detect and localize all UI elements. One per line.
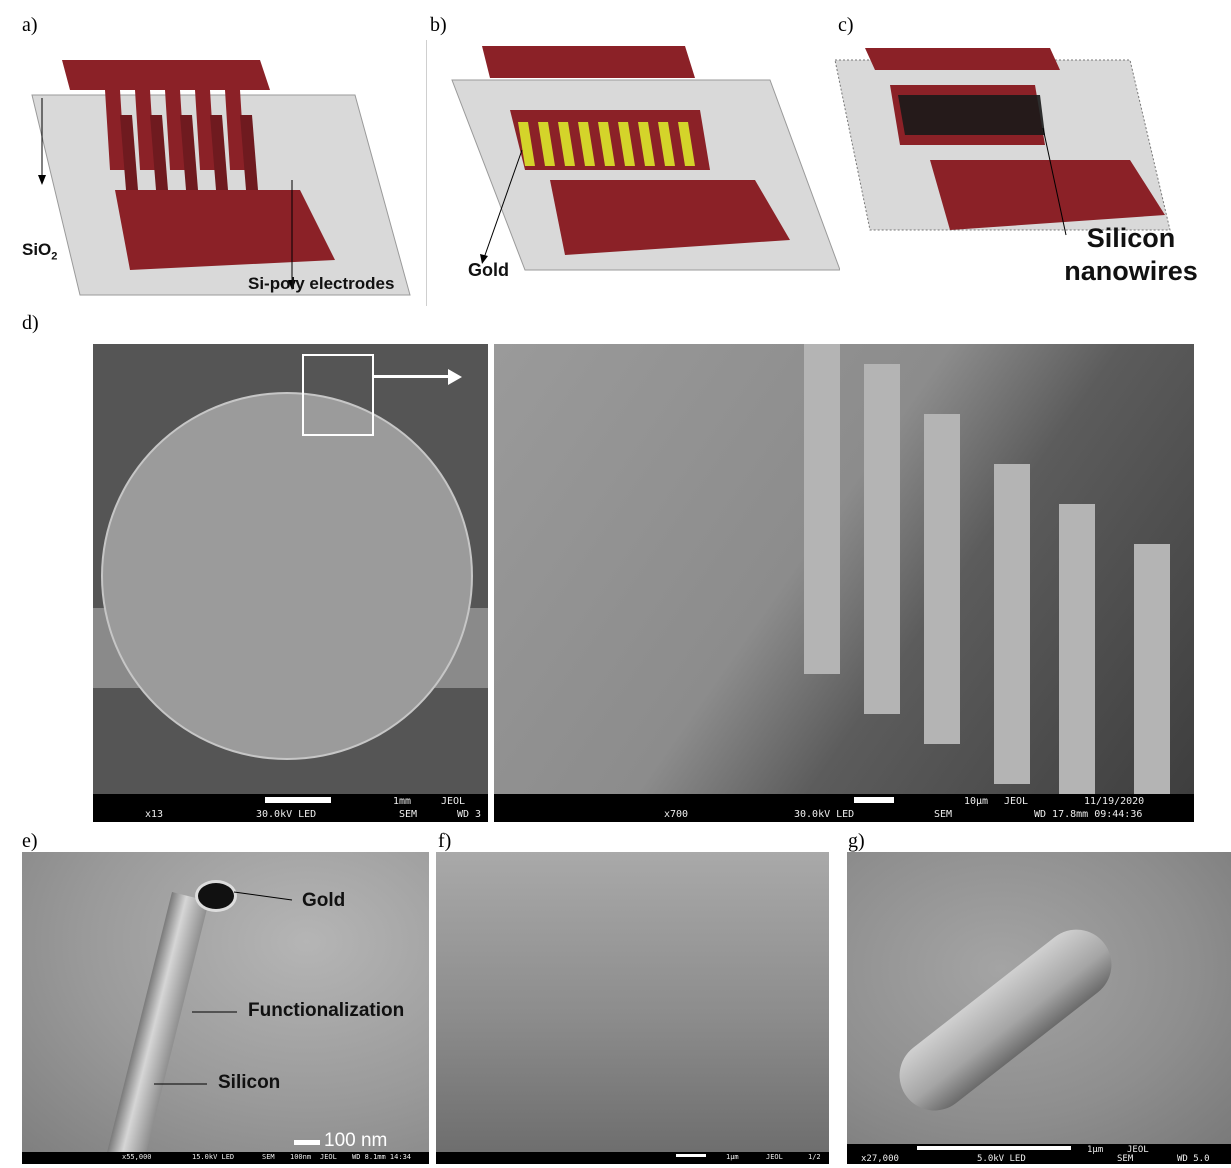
panel-label-a: a)	[22, 14, 38, 36]
sem-info-bar: 1µm JEOL 1/2	[436, 1152, 829, 1164]
panel-label-g: g)	[848, 830, 865, 852]
sem-image-f: 1µm JEOL 1/2	[436, 852, 829, 1164]
scale-text: 100nm	[290, 1153, 312, 1161]
scale-text: 1µm	[726, 1153, 739, 1161]
brand-text: JEOL	[320, 1153, 337, 1161]
sem-info-bar: 1µm JEOL x27,000 5.0kV LED SEM WD 5.0	[847, 1144, 1231, 1164]
arrow-head-icon	[448, 369, 462, 385]
sem-image-g: 1µm JEOL x27,000 5.0kV LED SEM WD 5.0	[847, 852, 1231, 1164]
callout-nanowires: Silicon nanowires	[1064, 223, 1198, 286]
sem-image-d-right: 10µm JEOL 11/19/2020 x700 30.0kV LED SEM…	[494, 344, 1194, 822]
callout-gold: Gold	[468, 260, 509, 280]
electrode-finger	[804, 344, 840, 674]
zoom-box	[302, 354, 374, 436]
electrode-finger	[864, 364, 900, 714]
nanowire-mesh	[436, 852, 829, 1152]
mode-text: SEM	[1117, 1154, 1134, 1164]
scale-bar	[265, 797, 331, 803]
sem-info-bar: x55,000 15.0kV LED SEM 100nm JEOL WD 8.1…	[22, 1152, 429, 1164]
scale-label: 100 nm	[324, 1130, 388, 1151]
schematic-a	[31, 60, 411, 296]
date-text: 11/19/2020	[1084, 796, 1145, 807]
brand-text: JEOL	[1004, 796, 1029, 807]
gold-tip	[195, 880, 237, 912]
callout-gold-tip: Gold	[302, 890, 346, 911]
panel-label-c: c)	[838, 14, 854, 36]
mag-text: x55,000	[122, 1153, 152, 1161]
callout-silicon: Silicon	[218, 1072, 281, 1093]
mode-text: SEM	[934, 809, 953, 820]
wd-text: WD 17.8mm 09:44:36	[1034, 809, 1143, 820]
mag-text: x27,000	[861, 1154, 899, 1164]
kv-text: 5.0kV LED	[977, 1154, 1026, 1164]
scale-text: 1µm	[1087, 1145, 1104, 1155]
electrode-finger	[1134, 544, 1170, 794]
kv-text: 30.0kV LED	[794, 809, 855, 820]
page-text: 1/2	[808, 1153, 821, 1161]
wd-text: WD 3	[457, 809, 482, 820]
sem-info-bar: 1mm JEOL x13 30.0kV LED SEM WD 3	[93, 794, 488, 822]
scale-bar	[294, 1140, 320, 1145]
sem-info-bar: 10µm JEOL 11/19/2020 x700 30.0kV LED SEM…	[494, 794, 1194, 822]
panel-label-f: f)	[438, 830, 452, 852]
divider	[426, 40, 427, 306]
brand-text: JEOL	[766, 1153, 783, 1161]
brand-text: JEOL	[1127, 1145, 1149, 1155]
brand-text: JEOL	[441, 796, 466, 807]
mode-text: SEM	[399, 809, 418, 820]
electrode-finger	[1059, 504, 1095, 794]
schematic-b	[451, 46, 840, 271]
wd-text: WD 8.1mm 14:34	[352, 1153, 412, 1161]
callout-functionalization: Functionalization	[248, 1000, 405, 1021]
electrode-finger	[994, 464, 1030, 784]
kv-text: 15.0kV LED	[192, 1153, 235, 1161]
wd-text: WD 5.0	[1177, 1154, 1210, 1164]
scale-bar	[854, 797, 894, 803]
panel-label-e: e)	[22, 830, 38, 852]
mag-text: x13	[145, 809, 164, 820]
sem-image-e: Gold Functionalization Silicon 100 nm x5…	[22, 852, 429, 1164]
zoom-arrow	[372, 375, 452, 378]
scale-text: 1mm	[393, 796, 412, 807]
scale-text: 10µm	[964, 796, 989, 807]
scale-bar	[917, 1146, 1071, 1150]
electrode-finger	[924, 414, 960, 744]
mag-text: x700	[664, 809, 689, 820]
kv-text: 30.0kV LED	[256, 809, 317, 820]
mode-text: SEM	[262, 1153, 275, 1161]
callout-sio2: SiO2	[22, 240, 58, 263]
scale-bar	[676, 1154, 706, 1157]
panel-label-d: d)	[22, 312, 39, 334]
nanowire-disk	[101, 392, 473, 760]
panel-label-b: b)	[430, 14, 447, 36]
schematic-c	[834, 48, 1171, 236]
sem-image-d-left: 1mm JEOL x13 30.0kV LED SEM WD 3	[93, 344, 488, 822]
callout-electrodes: Si-poly electrodes	[248, 274, 395, 293]
